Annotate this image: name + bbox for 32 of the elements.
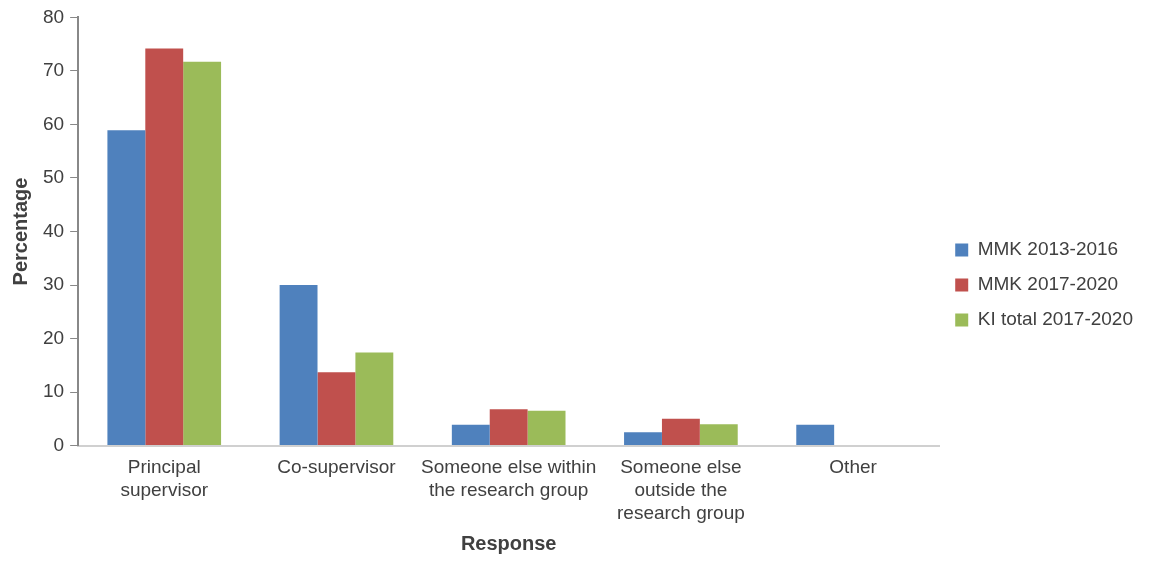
x-tick-label: Someone else within the research group [421, 456, 597, 501]
legend-label: MMK 2013-2016 [977, 238, 1119, 260]
y-tick-label: 0 [53, 433, 65, 455]
bar [107, 130, 146, 446]
y-tick-label: 10 [42, 380, 65, 402]
x-tick-label: Principal supervisor [120, 456, 209, 501]
bar [279, 285, 318, 446]
x-axis-title: Response [460, 531, 557, 554]
bar [451, 424, 490, 446]
bar [661, 418, 700, 446]
legend-label: KI total 2017-2020 [977, 308, 1134, 330]
bar [317, 372, 356, 446]
bar [624, 432, 662, 446]
y-tick-label: 80 [42, 5, 65, 27]
bar [796, 424, 835, 446]
y-tick-label: 50 [42, 166, 65, 188]
bar [489, 409, 528, 446]
y-axis-title: Percentage [8, 177, 31, 286]
bar [527, 410, 566, 446]
bar [699, 424, 738, 446]
bar [145, 48, 184, 446]
x-tick-label: Other [829, 456, 878, 478]
bar [355, 352, 394, 446]
x-tick-label: Someone else outside the research group [616, 456, 745, 523]
y-tick-label: 70 [42, 59, 65, 81]
bar [183, 61, 222, 446]
legend-label: MMK 2017-2020 [977, 273, 1119, 295]
y-tick-label: 40 [42, 219, 65, 241]
y-tick-label: 20 [42, 326, 65, 348]
y-tick-label: 30 [42, 273, 65, 295]
y-tick-label: 60 [42, 112, 65, 134]
x-tick-label: Co-supervisor [277, 456, 397, 478]
